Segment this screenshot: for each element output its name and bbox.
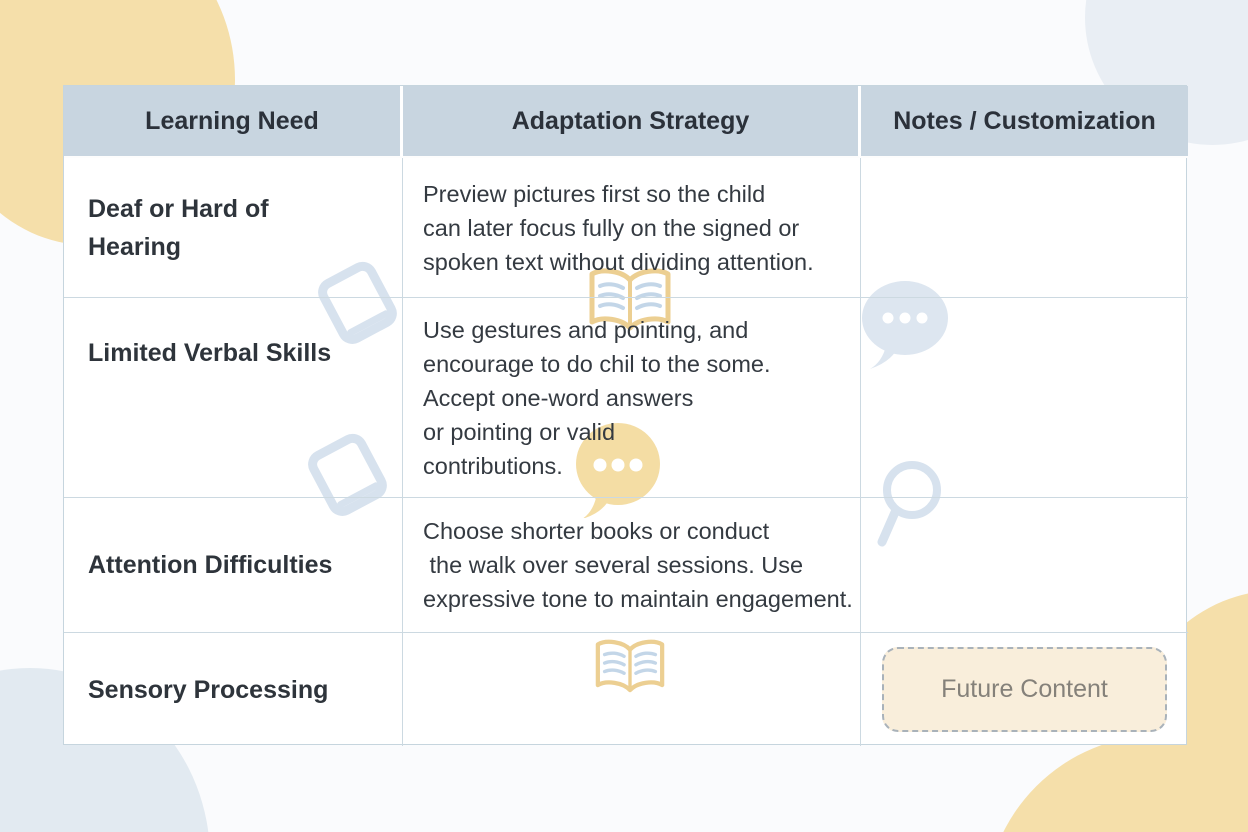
book-icon [308,433,387,516]
strategy-cell [403,633,861,746]
open-book-icon [595,639,665,693]
chat-bubble-icon [862,281,948,369]
book-icon [318,261,397,344]
learning-need-cell: Limited Verbal Skills [64,298,403,498]
column-header-learning-need: Learning Need [64,86,403,158]
magnifier-icon [877,461,941,547]
strategy-cell: Use gestures and pointing, and encourage… [403,298,861,498]
adaptation-strategies-table: Learning Need Adaptation Strategy Notes … [63,85,1188,746]
typing-dots-bubble-icon [576,423,660,518]
notes-cell [861,498,1188,633]
table-background [63,85,1187,745]
notes-cell: Future Content [861,633,1188,746]
future-content-placeholder: Future Content [882,647,1167,732]
learning-need-cell: Attention Difficulties [64,498,403,633]
open-book-icon [589,268,671,331]
notes-cell [861,298,1188,498]
column-header-notes-customization: Notes / Customization [861,86,1188,158]
learning-need-cell: Sensory Processing [64,633,403,746]
column-header-adaptation-strategy: Adaptation Strategy [403,86,861,158]
learning-need-cell: Deaf or Hard of Hearing [64,158,403,298]
strategy-cell: Choose shorter books or conduct the walk… [403,498,861,633]
strategy-cell: Preview pictures first so the child can … [403,158,861,298]
notes-cell [861,158,1188,298]
